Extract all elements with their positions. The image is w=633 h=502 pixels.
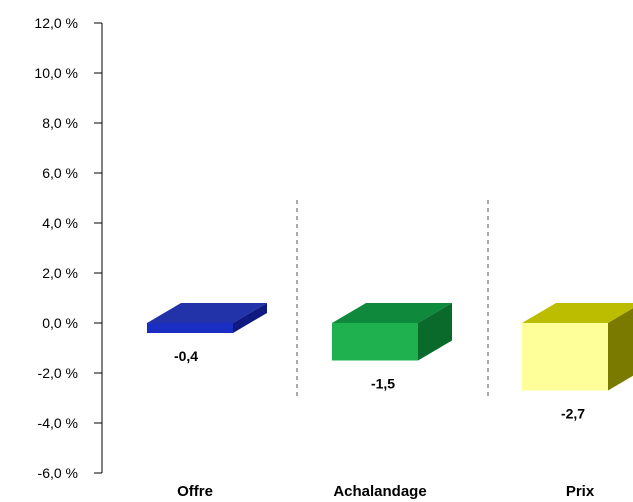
bar-front <box>332 323 418 361</box>
y-axis: 12,0 % 10,0 % 8,0 % 6,0 % 4,0 % 2,0 % 0,0 % -2,… <box>34 15 103 481</box>
data-label: -0,4 <box>174 348 198 364</box>
y-tick-label: 12,0 % <box>34 15 78 31</box>
y-tick-label: 10,0 % <box>34 65 78 81</box>
y-tick-label: -4,0 % <box>38 415 78 431</box>
category-label: Offre <box>177 483 213 500</box>
bar-front <box>147 323 233 333</box>
category-separators <box>296 200 489 400</box>
y-tick-label: 0,0 % <box>42 315 78 331</box>
bar-offre <box>147 303 267 333</box>
labels: -0,4 Offre -1,5 Achalandage -2,7 Prix <box>174 348 595 500</box>
bar-prix <box>522 303 633 391</box>
y-tick-label: -6,0 % <box>38 465 78 481</box>
bar-top <box>522 303 633 323</box>
y-tick-label: 8,0 % <box>42 115 78 131</box>
data-label: -2,7 <box>561 406 585 422</box>
category-label: Achalandage <box>333 483 426 500</box>
bar-top <box>332 303 452 323</box>
bar-side <box>418 303 452 361</box>
y-tick-label: 6,0 % <box>42 165 78 181</box>
bar-side <box>608 308 633 391</box>
y-tick-label: 4,0 % <box>42 215 78 231</box>
category-label: Prix <box>566 483 595 500</box>
data-label: -1,5 <box>371 376 395 392</box>
bar-achalandage <box>332 303 452 361</box>
bar-front <box>522 323 608 391</box>
y-tick-label: -2,0 % <box>38 365 78 381</box>
y-tick-label: 2,0 % <box>42 265 78 281</box>
bar-side <box>233 303 267 333</box>
bar-top <box>147 303 267 323</box>
bars <box>147 303 633 391</box>
